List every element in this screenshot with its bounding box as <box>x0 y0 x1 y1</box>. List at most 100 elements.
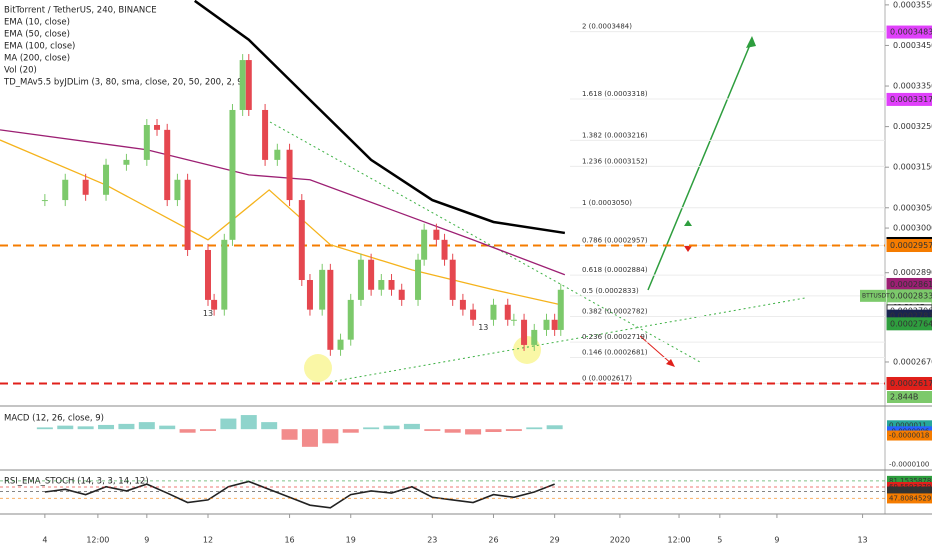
fib-label: 0.786 (0.0002957) <box>582 237 648 245</box>
symbol-tag <box>860 289 886 302</box>
price-tag-label: 0.0002764 <box>890 319 932 328</box>
candle <box>521 319 528 345</box>
highlight <box>304 354 332 382</box>
macd-bar <box>526 427 543 430</box>
x-tick-label: 23 <box>427 536 437 545</box>
legend-item: MA (200, close) <box>4 54 70 64</box>
candle <box>543 319 550 330</box>
candle <box>551 319 558 330</box>
fib-label: 1.618 (0.0003318) <box>582 90 648 98</box>
candle <box>262 109 269 160</box>
macd-bar <box>98 424 115 430</box>
macd-title: MACD (12, 26, close, 9) <box>4 414 104 424</box>
candle <box>490 304 497 320</box>
candle <box>388 280 395 290</box>
signal-up <box>684 220 692 226</box>
fib-label: 2 (0.0003484) <box>582 23 632 31</box>
price-tag-label: 0.0002833 <box>890 291 932 300</box>
candle <box>368 259 375 290</box>
y-tick-label: 0.0002670 <box>893 357 932 366</box>
macd-bar <box>301 429 318 447</box>
fib-label: 1.236 (0.0003152) <box>582 157 648 165</box>
x-tick-label: 12 <box>203 536 213 545</box>
macd-tag <box>887 430 932 441</box>
candle <box>154 124 161 130</box>
price-tag-label: 0.0003483 <box>890 28 932 37</box>
macd-bar <box>485 429 502 432</box>
td-count: 13 <box>478 323 488 332</box>
td-count: 13 <box>203 309 213 318</box>
macd-bar <box>240 415 257 430</box>
macd-tag <box>887 459 932 470</box>
x-tick-label: 13 <box>857 536 867 545</box>
legend-item: Vol (20) <box>4 66 37 76</box>
macd-bar <box>424 429 441 431</box>
signal-down <box>684 246 692 252</box>
candle <box>459 299 466 310</box>
macd-tag-label: -0.0000100 <box>889 460 929 468</box>
candle <box>531 329 538 345</box>
macd-bar <box>403 423 420 430</box>
macd-bar <box>199 429 216 431</box>
candle <box>123 159 130 165</box>
y-tick-label: 0.0003350 <box>893 82 932 91</box>
legend-item: EMA (100, close) <box>4 42 75 52</box>
candle <box>398 289 405 300</box>
rsi-tag <box>887 486 932 497</box>
macd-bar <box>36 427 53 430</box>
price-tag <box>886 25 932 39</box>
candle <box>174 179 181 201</box>
candle <box>41 200 48 202</box>
price-tag <box>886 239 932 253</box>
fib-label: 0.618 (0.0002884) <box>582 266 648 274</box>
candle <box>298 200 305 281</box>
fib-label: 0.236 (0.0002719) <box>582 333 648 341</box>
macd-bar <box>444 429 461 433</box>
arrow-head <box>666 359 675 367</box>
x-tick-label: 9 <box>144 536 149 545</box>
price-tag <box>886 317 932 331</box>
candle <box>327 269 334 350</box>
candle <box>204 249 211 300</box>
fib-label: 1 (0.0003050) <box>582 199 632 207</box>
y-tick-label: 0.0003250 <box>893 122 932 131</box>
x-tick-label: 5 <box>717 536 722 545</box>
macd-bar <box>363 427 380 430</box>
y-tick-label: 0.0003450 <box>893 41 932 50</box>
y-tick-label: 0.0002890 <box>893 268 932 277</box>
price-tag-label: 0.0003317 <box>890 95 932 104</box>
x-tick-label: 26 <box>488 536 498 545</box>
macd-bar <box>322 429 339 444</box>
candle <box>211 299 218 310</box>
legend-item: EMA (10, close) <box>4 18 70 28</box>
candle <box>239 60 246 110</box>
macd-bar <box>505 429 522 431</box>
fib-label: 0.382 (0.0002782) <box>582 308 648 316</box>
rsi-tag <box>887 475 932 486</box>
legend: BitTorrent / TetherUS, 240, BINANCE EMA … <box>3 6 246 88</box>
candle <box>221 239 228 310</box>
rsi-title: RSI_EMA_STOCH (14, 3, 3, 14, 12) <box>4 477 149 487</box>
candle <box>103 164 110 195</box>
rsi-tag-label: 47.8084529 <box>889 494 931 502</box>
rsi-tag-label: 81.1535878 <box>889 477 931 485</box>
x-tick-label: 12:00 <box>86 536 109 545</box>
macd-bar <box>57 425 74 430</box>
candle <box>143 124 150 160</box>
price-tag-label: 0.0002617 <box>890 379 932 388</box>
candle <box>82 179 89 195</box>
y-tick-label: 0.0003050 <box>893 203 932 212</box>
fib-label: 0 (0.0002617) <box>582 374 632 382</box>
x-tick-label: 2020 <box>610 536 630 545</box>
legend-item: EMA (50, close) <box>4 30 70 40</box>
x-tick-label: 4 <box>42 536 47 545</box>
ma-line <box>194 0 566 235</box>
macd-bar <box>159 425 176 430</box>
candle <box>415 259 422 300</box>
rsi-tag-label: 60.8583269 <box>889 488 931 496</box>
volume-tag <box>887 391 932 403</box>
y-tick-label: 0.0003150 <box>893 163 932 172</box>
fib-label: 0.5 (0.0002833) <box>582 287 639 295</box>
y-tick-label: 0.0003000 <box>893 224 932 233</box>
candle <box>286 149 293 201</box>
